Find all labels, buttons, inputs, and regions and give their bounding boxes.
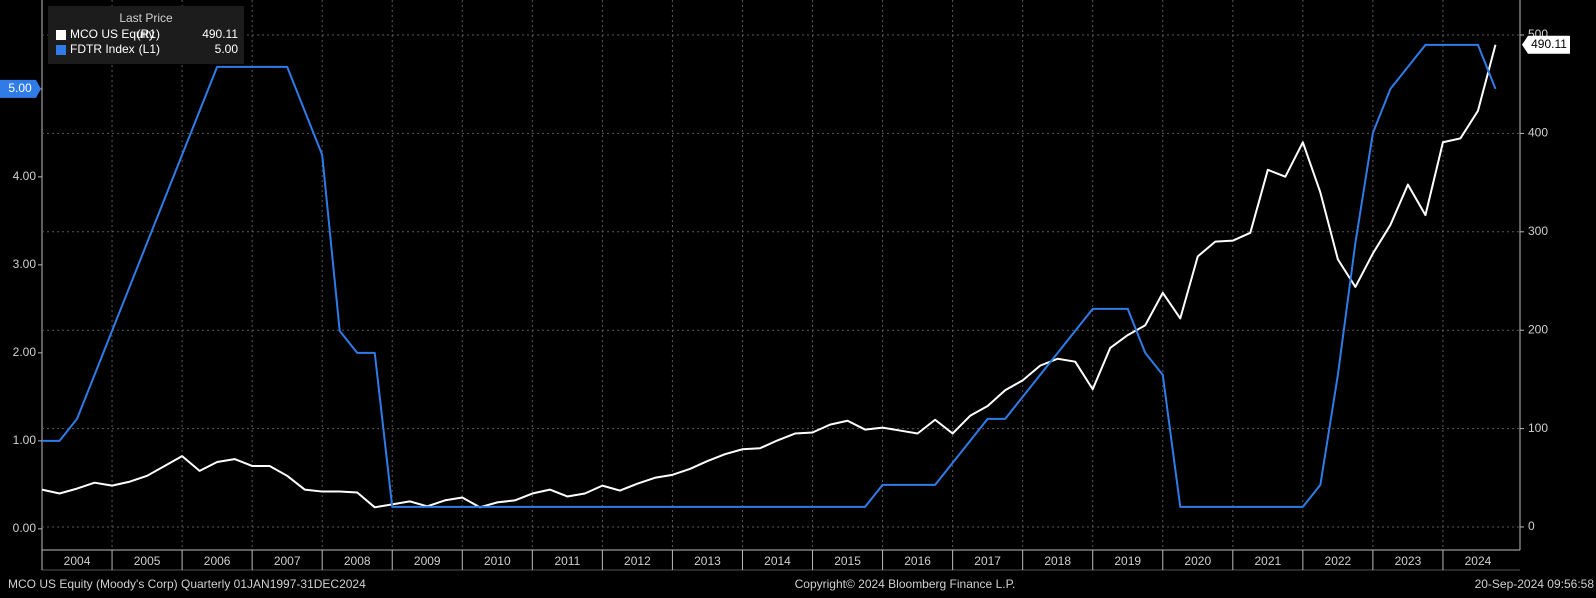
- y2-tick-label: 300: [1528, 224, 1548, 238]
- x-tick-label: 2008: [344, 554, 371, 568]
- y2-tick-label: 200: [1528, 322, 1548, 336]
- x-tick-label: 2010: [484, 554, 511, 568]
- x-tick-label: 2022: [1325, 554, 1352, 568]
- x-tick-label: 2006: [204, 554, 231, 568]
- x-tick-label: 2004: [64, 554, 91, 568]
- x-tick-label: 2020: [1184, 554, 1211, 568]
- last-value-box: [0, 79, 41, 98]
- x-tick-label: 2019: [1114, 554, 1141, 568]
- x-tick-label: 2018: [1044, 554, 1071, 568]
- x-tick-label: 2012: [624, 554, 651, 568]
- x-tick-label: 2013: [694, 554, 721, 568]
- legend-value: 490.11: [202, 27, 238, 41]
- last-value-label: 490.11: [1531, 37, 1567, 51]
- source: MCO US Equity (Moody's Corp) Quarterly 0…: [8, 577, 366, 591]
- legend-box: [48, 6, 244, 64]
- legend-axis-tag: (L1): [139, 42, 160, 56]
- x-tick-label: 2023: [1395, 554, 1422, 568]
- series-line: [41, 44, 1497, 509]
- legend-label: FDTR Index: [70, 42, 135, 56]
- legend-axis-tag: (R1): [137, 27, 160, 41]
- y2-tick-label: 0: [1528, 519, 1535, 533]
- y-tick-label: 3.00: [13, 257, 37, 271]
- x-tick-label: 2011: [554, 554, 580, 568]
- x-tick-label: 2009: [414, 554, 441, 568]
- x-tick-label: 2024: [1465, 554, 1492, 568]
- series-line: [42, 43, 1497, 508]
- legend-label: MCO US Equity: [70, 27, 155, 41]
- y-tick-label: 2.00: [13, 345, 37, 359]
- legend-swatch: [56, 45, 66, 55]
- y-tick-label: 0.00: [13, 521, 37, 535]
- x-tick-label: 2014: [764, 554, 791, 568]
- x-tick-label: 2021: [1254, 554, 1281, 568]
- y-tick-label: 1.00: [13, 433, 37, 447]
- legend-swatch: [56, 30, 66, 40]
- x-tick-label: 2007: [274, 554, 301, 568]
- x-tick-label: 2005: [134, 554, 161, 568]
- x-tick-label: 2015: [834, 554, 861, 568]
- copyright: Copyright© 2024 Bloomberg Finance L.P.: [795, 577, 1016, 591]
- legend-value: 5.00: [215, 42, 239, 56]
- legend-title: Last Price: [119, 11, 173, 25]
- last-value-box: [1522, 35, 1570, 54]
- y2-tick-label: 100: [1528, 421, 1548, 435]
- y2-tick-label: 400: [1528, 126, 1548, 140]
- y-tick-label: 4.00: [13, 169, 37, 183]
- x-tick-label: 2017: [974, 554, 1001, 568]
- x-tick-label: 2016: [904, 554, 931, 568]
- timestamp: 20-Sep-2024 09:56:58: [1475, 577, 1595, 591]
- last-value-label: 5.00: [8, 81, 32, 95]
